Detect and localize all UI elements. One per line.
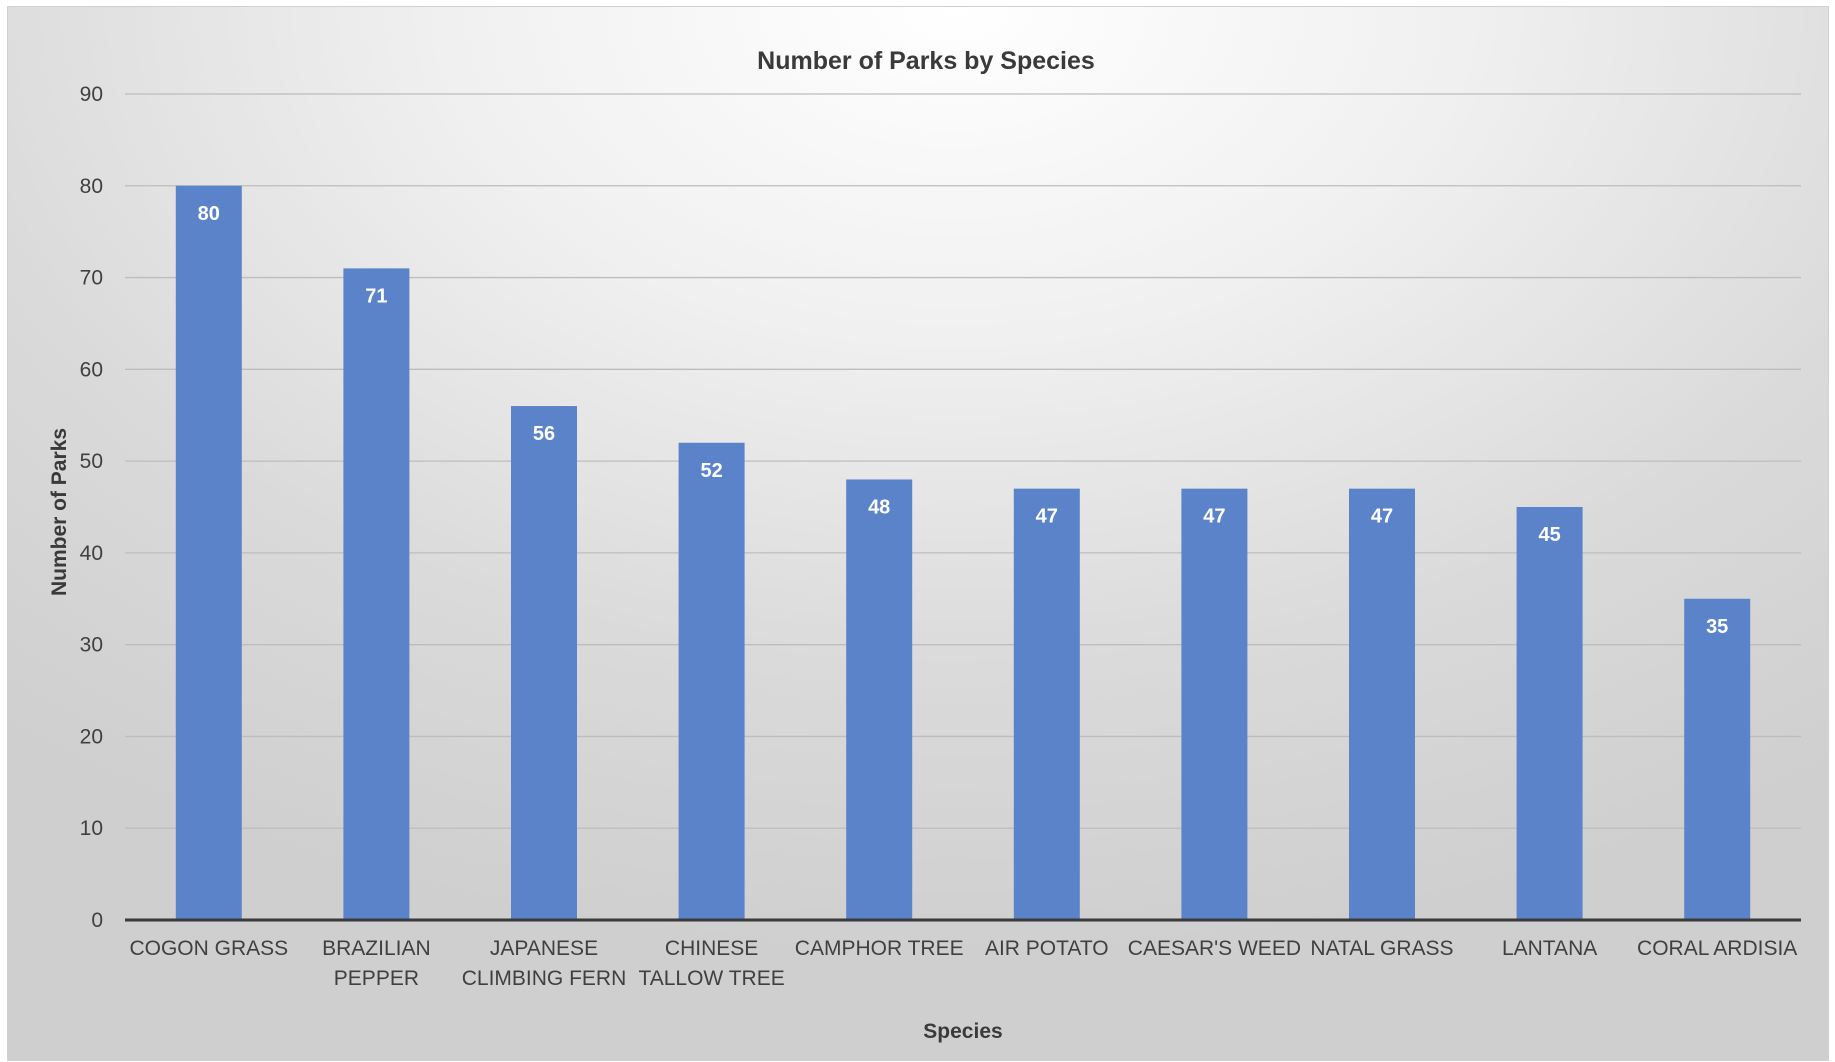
bars <box>175 185 1751 920</box>
bar <box>1349 488 1415 920</box>
category-label: AIR POTATO <box>985 937 1109 960</box>
y-tick-label: 20 <box>80 725 103 748</box>
bar-chart: Number of Parks by Species 0 10 20 30 40 50 60… <box>48 47 1801 1043</box>
category-label: NATAL GRASS <box>1310 937 1453 960</box>
data-label: 52 <box>700 460 722 482</box>
category-label: COGON GRASS <box>129 937 288 960</box>
bar <box>678 442 745 920</box>
x-axis-title: Species <box>923 1020 1002 1043</box>
category-label: CAMPHOR TREE <box>795 937 964 960</box>
data-label: 47 <box>1371 506 1393 528</box>
x-axis-categories: COGON GRASS BRAZILIAN PEPPER JAPANESE CLIMBI… <box>129 937 1797 990</box>
bar <box>343 268 410 920</box>
y-tick-label: 50 <box>80 450 103 473</box>
y-tick-label: 60 <box>80 358 103 381</box>
category-label: CAESAR'S WEED <box>1128 937 1301 960</box>
data-label: 71 <box>365 285 387 307</box>
data-labels: 80 71 56 52 48 47 47 47 45 35 <box>198 203 1729 638</box>
y-tick-label: 10 <box>80 817 103 840</box>
bar <box>1516 507 1583 920</box>
data-label: 45 <box>1538 524 1560 546</box>
bar <box>175 185 242 920</box>
y-tick-label: 30 <box>80 634 103 657</box>
data-label: 35 <box>1706 616 1728 638</box>
y-tick-label: 70 <box>80 267 103 290</box>
y-tick-label: 80 <box>80 175 103 198</box>
y-tick-label: 90 <box>80 83 103 106</box>
category-label: LANTANA <box>1502 937 1597 960</box>
y-tick-label: 0 <box>91 909 103 932</box>
category-label: CORAL ARDISIA <box>1637 937 1797 960</box>
y-tick-label: 40 <box>80 542 103 565</box>
data-label: 47 <box>1203 506 1225 528</box>
bar <box>511 406 577 920</box>
bar <box>846 479 913 920</box>
chart-title: Number of Parks by Species <box>757 47 1095 75</box>
category-label: CHINESE TALLOW TREE <box>638 937 784 990</box>
y-axis-title: Number of Parks <box>48 428 71 596</box>
bar <box>1684 598 1751 920</box>
data-label: 56 <box>533 423 555 445</box>
bar <box>1013 488 1080 920</box>
data-label: 80 <box>198 203 220 225</box>
data-label: 48 <box>868 496 890 518</box>
category-label: JAPANESE CLIMBING FERN <box>462 937 627 990</box>
chart-area: Number of Parks by Species 0 10 20 30 40 50 60… <box>7 6 1829 1061</box>
category-label: BRAZILIAN PEPPER <box>322 937 431 990</box>
bar <box>1181 488 1248 920</box>
y-axis-ticks: 0 10 20 30 40 50 60 70 80 90 <box>80 83 103 932</box>
data-label: 47 <box>1036 506 1058 528</box>
